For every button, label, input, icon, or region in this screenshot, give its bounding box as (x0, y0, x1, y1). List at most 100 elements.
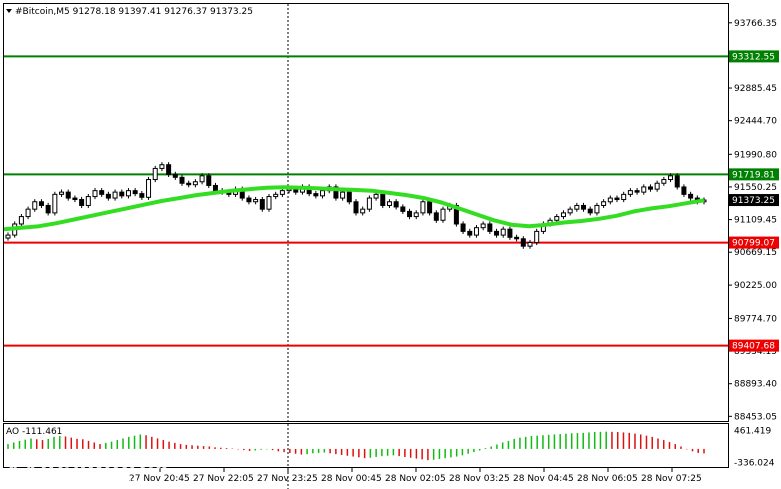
candle-body (333, 186, 339, 199)
moving-average (3, 185, 705, 232)
level-lines (4, 55, 728, 347)
level-label-box (729, 50, 779, 63)
candle-body (353, 201, 359, 214)
candle-body (59, 191, 65, 195)
level-label: 90799.07 (732, 239, 775, 249)
candle-body (661, 179, 667, 184)
y-tick-label: 89334.15 (734, 347, 777, 357)
candle-body (212, 184, 218, 192)
candle-body (607, 197, 613, 203)
candle-body (473, 227, 479, 236)
candle-body (420, 201, 426, 214)
level-label: 93312.55 (732, 52, 775, 62)
candle-body (206, 175, 212, 186)
candle-body (467, 230, 473, 236)
candle-body (574, 204, 580, 210)
candle-body (373, 193, 379, 199)
y-tick-label: 91990.80 (734, 150, 777, 160)
candle-body (38, 201, 44, 206)
candle-body (494, 230, 500, 236)
candle-body (152, 167, 158, 181)
candle-body (433, 212, 439, 221)
y-tick-label: 90669.15 (734, 248, 777, 258)
candle-body (179, 176, 185, 184)
y-tick-label: 92885.45 (734, 84, 777, 94)
candle-body (32, 201, 38, 210)
x-tick-label: 28 Nov 00:45 (321, 474, 382, 484)
candle-body (500, 228, 506, 236)
watermark-tagline: Instant Forex Trading (40, 475, 144, 487)
candle-body (273, 193, 279, 198)
candle-body (146, 179, 152, 198)
chart-header: #Bitcoin,M5 91278.18 91397.41 91276.37 9… (15, 7, 253, 17)
candle-body (159, 164, 165, 169)
x-tick-label: 27 Nov 20:45 (129, 474, 190, 484)
candle-body (581, 204, 587, 210)
candle-body (627, 190, 633, 195)
level-label: 89407.68 (732, 342, 775, 352)
x-tick-label: 28 Nov 02:05 (385, 474, 446, 484)
candle-body (105, 193, 111, 199)
candle-body (427, 201, 433, 214)
candle-body (340, 191, 346, 199)
level-label-box (729, 339, 779, 352)
candle-body (25, 208, 31, 218)
candle-body (320, 190, 326, 197)
y-tick-label: 88893.40 (734, 380, 777, 390)
candle-body (266, 196, 272, 210)
candle-body (85, 196, 91, 206)
level-label-box (729, 168, 779, 181)
level-labels: 93312.55 91719.81 90799.07 89407.68 91373.25 (729, 50, 779, 352)
candle-body (594, 204, 600, 214)
candle-body (601, 201, 607, 206)
candle-body (79, 199, 85, 206)
candle-body (65, 191, 71, 199)
candle-body (52, 193, 58, 214)
x-tick-label: 27 Nov 22:05 (193, 474, 254, 484)
x-tick-label: 28 Nov 07:25 (641, 474, 702, 484)
candle-body (186, 182, 192, 186)
candle-body (166, 164, 172, 175)
candle-body (480, 223, 486, 229)
y-tick-label: 91550.25 (734, 183, 777, 193)
level-label-box (729, 236, 779, 249)
x-tick-label: 28 Nov 03:25 (449, 474, 510, 484)
ao-label: AO -111.461 (6, 427, 62, 437)
candle-body (112, 191, 118, 199)
candle-body (253, 199, 259, 203)
ao-tick-label: -336.024 (734, 458, 775, 468)
candle-body (99, 190, 105, 195)
candle-body (360, 208, 366, 214)
y-axis-ticks: 93766.35 92885.45 92444.70 91990.80 91550.25… (728, 19, 777, 422)
candle-body (366, 197, 372, 210)
ao-tick-label: 461.419 (734, 426, 771, 436)
main-plot-frame (3, 3, 729, 422)
candle-body (246, 197, 252, 203)
candle-body (199, 175, 205, 183)
candle-body (72, 197, 78, 201)
candle-body (520, 238, 526, 247)
candle-body (279, 190, 285, 195)
candle-body (92, 190, 98, 198)
x-tick-label: 28 Nov 04:45 (513, 474, 574, 484)
candle-body (393, 201, 399, 208)
candle-body (407, 210, 413, 218)
candle-body (400, 206, 406, 212)
watermark-brand: instaforex (40, 447, 169, 477)
x-tick-label: 28 Nov 06:05 (577, 474, 638, 484)
candle-body (440, 208, 446, 221)
candle-body (621, 193, 627, 201)
ma-line (3, 185, 705, 232)
candle-body (668, 175, 674, 181)
candle-body (654, 182, 660, 190)
candle-body (172, 173, 178, 178)
y-tick-label: 89774.70 (734, 314, 777, 324)
candle-body (380, 193, 386, 206)
candle-body (688, 193, 694, 199)
candle-body (554, 216, 560, 221)
triangle-down-icon[interactable] (6, 9, 12, 13)
candle-body (534, 230, 540, 243)
candle-body (259, 199, 265, 210)
candle-body (313, 193, 319, 197)
candle-body (487, 223, 493, 232)
